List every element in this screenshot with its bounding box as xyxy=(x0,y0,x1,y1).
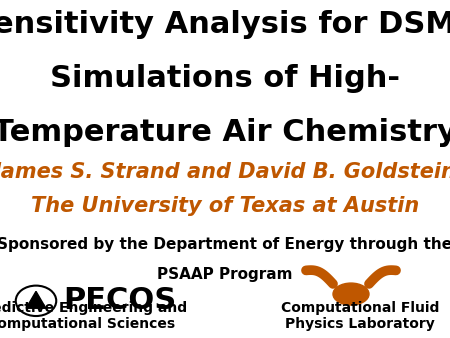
Text: Sensitivity Analysis for DSMC: Sensitivity Analysis for DSMC xyxy=(0,10,450,39)
Text: Predictive Engineering and
Computational Sciences: Predictive Engineering and Computational… xyxy=(0,301,187,331)
Text: Temperature Air Chemistry: Temperature Air Chemistry xyxy=(0,118,450,147)
Circle shape xyxy=(16,286,56,316)
Text: The University of Texas at Austin: The University of Texas at Austin xyxy=(31,196,419,216)
Text: Simulations of High-: Simulations of High- xyxy=(50,64,400,93)
Text: James S. Strand and David B. Goldstein: James S. Strand and David B. Goldstein xyxy=(0,162,450,182)
Text: Sponsored by the Department of Energy through the: Sponsored by the Department of Energy th… xyxy=(0,237,450,251)
Text: PSAAP Program: PSAAP Program xyxy=(157,267,293,282)
Text: Computational Fluid
Physics Laboratory: Computational Fluid Physics Laboratory xyxy=(281,301,439,331)
Text: PECOS: PECOS xyxy=(63,286,176,315)
Polygon shape xyxy=(26,291,46,308)
Ellipse shape xyxy=(333,283,369,305)
